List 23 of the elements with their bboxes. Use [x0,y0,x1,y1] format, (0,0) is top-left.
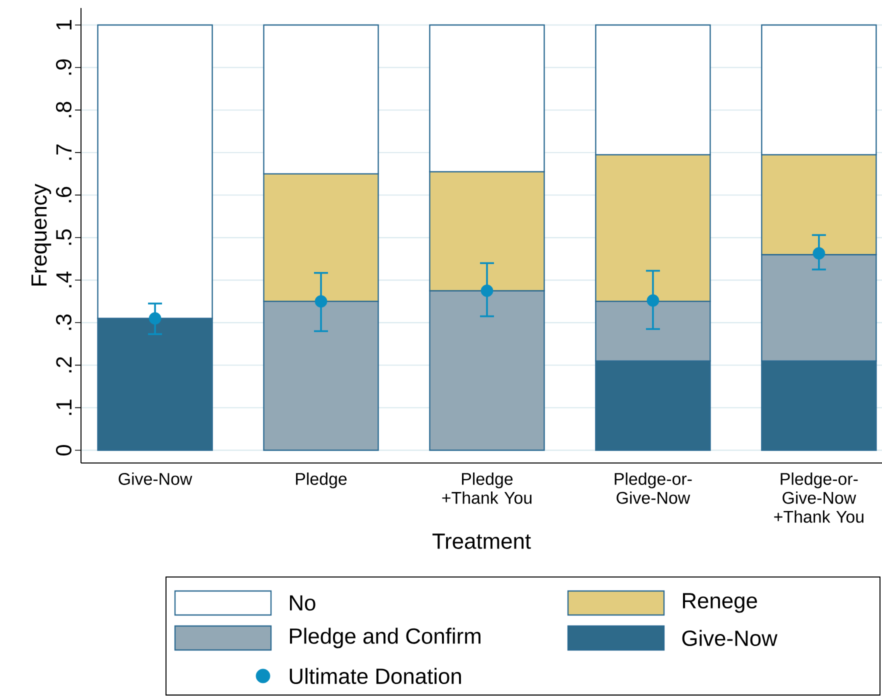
y-tick-label: .8 [56,102,72,118]
legend-label: No [290,595,316,611]
y-tick-label: 1 [56,20,72,30]
legend-label: Ultimate Donation [290,668,461,684]
x-tick-label: Pledge-or-Give-Now +Thank You [774,472,864,523]
y-axis-title: Frequency [32,184,52,286]
x-tick-label: Pledge [296,472,347,488]
y-tick-label: .9 [56,59,72,75]
y-tick-label: 0 [56,444,72,456]
y-tick-label: .3 [56,314,72,330]
y-tick-label: .6 [56,186,72,202]
legend-label: Pledge and Confirm [290,628,480,648]
x-axis-title: Treatment [432,534,531,549]
x-tick-label: Pledge-or-Give-Now [614,472,692,504]
x-tick-label: Pledge +Thank You [442,472,532,504]
y-tick-label: .7 [56,144,72,160]
y-tick-label: .5 [56,229,72,245]
y-tick-label: .4 [56,272,72,288]
legend-label: Give-Now [682,630,778,646]
x-tick-label: Give-Now [118,472,192,485]
y-tick-label: .2 [56,357,72,372]
y-tick-label: .1 [56,400,72,415]
legend-label: Renege [683,593,757,613]
